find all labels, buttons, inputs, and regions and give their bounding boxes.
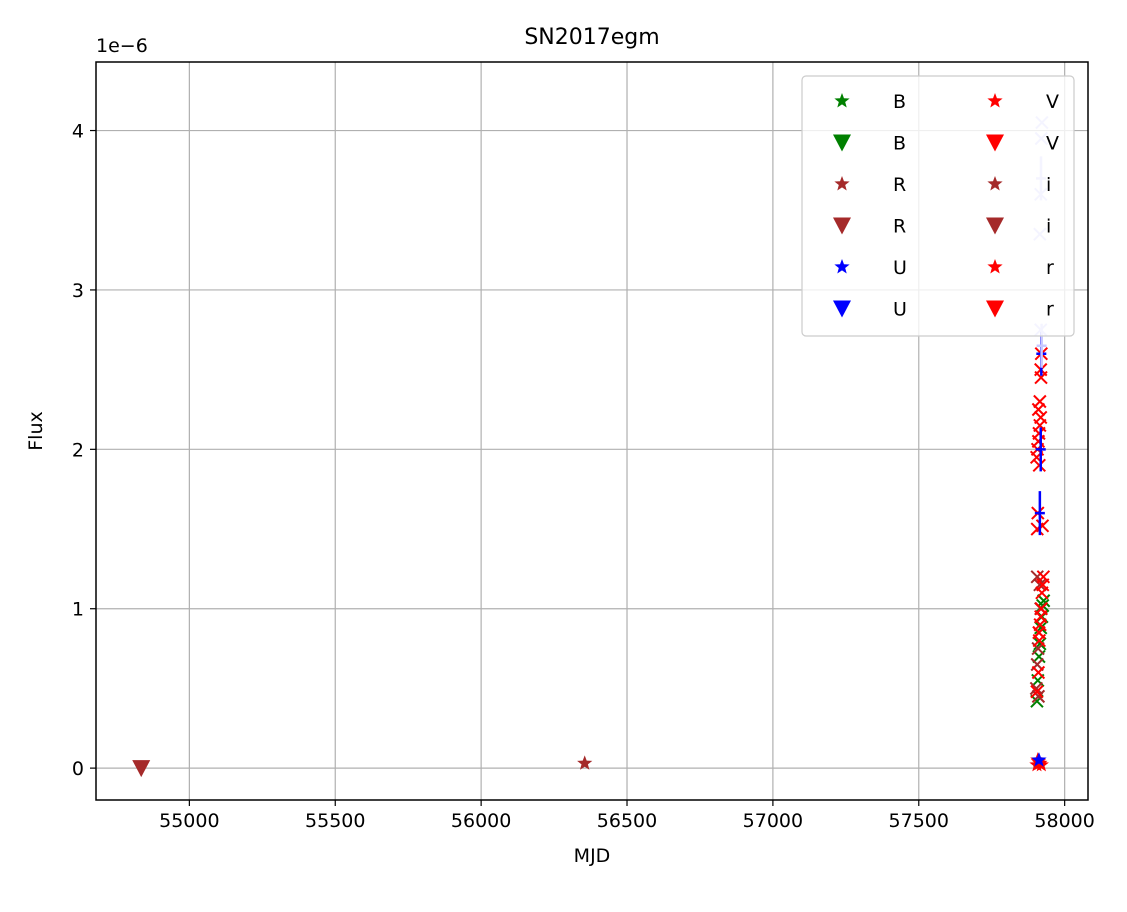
data-point [1035,427,1046,472]
data-point [1030,684,1044,699]
legend-marker [833,300,851,318]
data-point [1034,410,1048,425]
data-point [1033,578,1047,592]
data-point [1030,570,1044,584]
data-point [1033,637,1047,651]
data-point [1035,519,1050,533]
data-point [132,760,151,778]
legend-label: V [1046,91,1059,113]
x-tick-label: 55000 [159,810,219,832]
data-point [1032,458,1046,472]
y-tick-label: 0 [72,758,84,780]
legend-label: R [893,216,906,238]
data-point [1031,752,1047,767]
y-tick-label: 4 [72,121,84,143]
y-axis-multiplier: 1e−6 [96,35,148,57]
x-tick-label: 56000 [451,810,511,832]
data-point [1031,665,1046,680]
legend-marker [834,176,850,191]
data-point [1031,689,1046,704]
data-point [1029,681,1044,696]
legend-label: U [893,299,907,321]
data-point [1034,370,1048,385]
legend-marker [987,259,1003,274]
y-tick-label: 3 [72,280,84,302]
legend-box [801,75,1075,337]
x-tick-label: 58000 [1034,810,1094,832]
legend-label: V [1046,133,1059,155]
legend-marker [834,93,850,108]
legend-label: R [893,174,906,196]
legend-marker [987,93,1003,108]
legend-marker [834,259,850,274]
tick-layer: 55000 55500 56000 56500 57000 57500 58000 0 1 2 3 4 [72,121,1095,832]
legend-label: i [1046,216,1051,238]
legend-marker [833,134,851,152]
x-tick-label: 57000 [743,810,803,832]
data-point [1036,570,1051,584]
data-point [577,755,593,770]
x-axis-label: MJD [574,845,611,867]
legend-label: i [1046,174,1051,196]
legend-marker [986,217,1004,235]
chart-title: SN2017egm [524,25,659,50]
x-tick-label: 56500 [597,810,657,832]
y-tick-label: 2 [72,439,84,461]
data-point [1034,491,1045,536]
data-point [1034,602,1049,616]
legend-marker [986,300,1004,318]
data-point [1031,402,1046,417]
y-tick-label: 1 [72,599,84,621]
legend-marker [833,217,851,235]
data-point [1036,594,1051,608]
legend-label: r [1046,299,1054,321]
legend-label: r [1046,257,1054,279]
data-point [1030,694,1044,708]
y-axis-label: Flux [25,411,47,451]
legend-label: B [893,133,906,155]
legend-marker [987,176,1003,191]
x-tick-label: 57500 [889,810,949,832]
data-point [1033,394,1047,409]
data-point [1032,625,1046,640]
x-tick-label: 55500 [305,810,365,832]
legend-label: U [893,257,907,279]
legend-label: B [893,91,906,113]
plot-frame [95,61,1089,801]
legend-marker [986,134,1004,152]
data-point [1034,621,1048,635]
